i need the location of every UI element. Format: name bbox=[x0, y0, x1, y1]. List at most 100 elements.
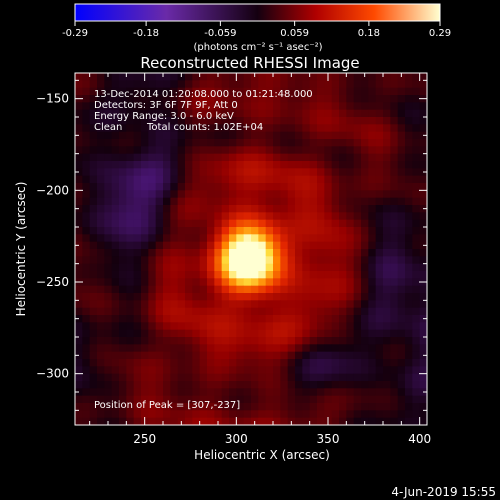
heatmap-cell bbox=[221, 175, 230, 184]
heatmap-cell bbox=[405, 73, 413, 81]
heatmap-cell bbox=[280, 175, 289, 184]
heatmap-cell bbox=[221, 139, 230, 147]
heatmap-cell bbox=[185, 263, 193, 272]
heatmap-cell bbox=[207, 212, 215, 221]
heatmap-cell bbox=[82, 190, 91, 199]
heatmap-cell bbox=[368, 388, 377, 397]
heatmap-cell bbox=[353, 293, 362, 301]
heatmap-cell bbox=[192, 80, 201, 89]
heatmap-cell bbox=[390, 403, 399, 411]
heatmap-cell bbox=[273, 256, 281, 265]
heatmap-cell bbox=[258, 190, 267, 199]
heatmap-cell bbox=[199, 227, 208, 235]
heatmap-cell bbox=[324, 337, 333, 345]
colorbar-units-label: (photons cm⁻² s⁻¹ asec⁻²) bbox=[193, 42, 322, 53]
heatmap-cell bbox=[397, 102, 406, 111]
heatmap-cell bbox=[163, 183, 171, 191]
heatmap-cell bbox=[412, 322, 421, 331]
heatmap-cell bbox=[324, 117, 333, 125]
heatmap-cell bbox=[177, 175, 186, 184]
heatmap-cell bbox=[419, 366, 428, 375]
heatmap-cell bbox=[346, 263, 355, 272]
heatmap-cell bbox=[177, 344, 186, 353]
heatmap-cell bbox=[346, 219, 355, 228]
heatmap-cell bbox=[185, 395, 193, 404]
heatmap-cell bbox=[133, 109, 142, 118]
heatmap-cell bbox=[273, 307, 281, 316]
heatmap-cell bbox=[412, 381, 421, 389]
heatmap-cell bbox=[353, 190, 362, 199]
heatmap-cell bbox=[419, 337, 428, 345]
heatmap-cell bbox=[82, 95, 91, 103]
heatmap-cell bbox=[104, 388, 113, 397]
heatmap-cell bbox=[302, 403, 311, 411]
heatmap-cell bbox=[317, 307, 325, 316]
heatmap-cell bbox=[141, 351, 149, 360]
heatmap-cell bbox=[243, 95, 252, 103]
heatmap-cell bbox=[368, 322, 377, 331]
heatmap-cell bbox=[126, 109, 135, 118]
heatmap-cell bbox=[148, 344, 157, 353]
heatmap-cell bbox=[221, 300, 230, 309]
heatmap-cell bbox=[397, 190, 406, 199]
colorbar-ticks: -0.29 -0.18 -0.059 0.059 0.18 0.29 bbox=[62, 21, 451, 39]
heatmap-cell bbox=[75, 381, 83, 389]
heatmap-cell bbox=[243, 161, 252, 169]
heatmap-cell bbox=[346, 366, 355, 375]
heatmap-cell bbox=[192, 109, 201, 118]
heatmap-cell bbox=[214, 117, 223, 125]
heatmap-cell bbox=[75, 359, 83, 367]
heatmap-cell bbox=[119, 95, 127, 103]
heatmap-cell bbox=[273, 95, 281, 103]
heatmap-cell bbox=[185, 351, 193, 360]
heatmap-cell bbox=[82, 183, 91, 191]
heatmap-cell bbox=[243, 249, 252, 257]
heatmap-cell bbox=[214, 212, 223, 221]
heatmap-cell bbox=[324, 153, 333, 162]
heatmap-cell bbox=[89, 205, 98, 213]
clean-label: Clean bbox=[94, 122, 122, 133]
heatmap-cell bbox=[221, 117, 230, 125]
heatmap-cell bbox=[163, 117, 171, 125]
heatmap-cell bbox=[185, 227, 193, 235]
heatmap-cell bbox=[287, 256, 296, 265]
heatmap-cell bbox=[170, 95, 179, 103]
heatmap-cell bbox=[185, 109, 193, 118]
heatmap-cell bbox=[346, 197, 355, 206]
heatmap-cell bbox=[361, 271, 369, 279]
heatmap-cell bbox=[229, 219, 237, 228]
heatmap-cell bbox=[207, 278, 215, 287]
heatmap-cell bbox=[361, 300, 369, 309]
heatmap-cell bbox=[353, 329, 362, 338]
heatmap-cell bbox=[287, 293, 296, 301]
heatmap-cell bbox=[163, 219, 171, 228]
heatmap-cell bbox=[148, 146, 157, 155]
heatmap-cell bbox=[339, 219, 347, 228]
heatmap-cell bbox=[119, 139, 127, 147]
heatmap-cell bbox=[346, 234, 355, 243]
heatmap-cell bbox=[111, 263, 120, 272]
heatmap-cell bbox=[251, 278, 259, 287]
heatmap-cell bbox=[97, 153, 105, 162]
heatmap-cell bbox=[397, 410, 406, 419]
heatmap-cell bbox=[346, 388, 355, 397]
heatmap-cell bbox=[287, 197, 296, 206]
heatmap-cell bbox=[214, 373, 223, 382]
heatmap-cell bbox=[104, 337, 113, 345]
heatmap-cell bbox=[375, 95, 384, 103]
heatmap-cell bbox=[361, 388, 369, 397]
heatmap-cell bbox=[214, 131, 223, 140]
heatmap-cell bbox=[353, 227, 362, 235]
heatmap-cell bbox=[331, 153, 340, 162]
heatmap-cell bbox=[133, 168, 142, 177]
heatmap-cell bbox=[324, 183, 333, 191]
heatmap-cell bbox=[111, 293, 120, 301]
heatmap-cell bbox=[97, 227, 105, 235]
heatmap-cell bbox=[229, 395, 237, 404]
heatmap-cell bbox=[221, 381, 230, 389]
heatmap-cell bbox=[405, 87, 413, 96]
heatmap-cell bbox=[258, 329, 267, 338]
heatmap-cell bbox=[177, 263, 186, 272]
heatmap-cell bbox=[141, 241, 149, 250]
heatmap-cell bbox=[390, 80, 399, 89]
